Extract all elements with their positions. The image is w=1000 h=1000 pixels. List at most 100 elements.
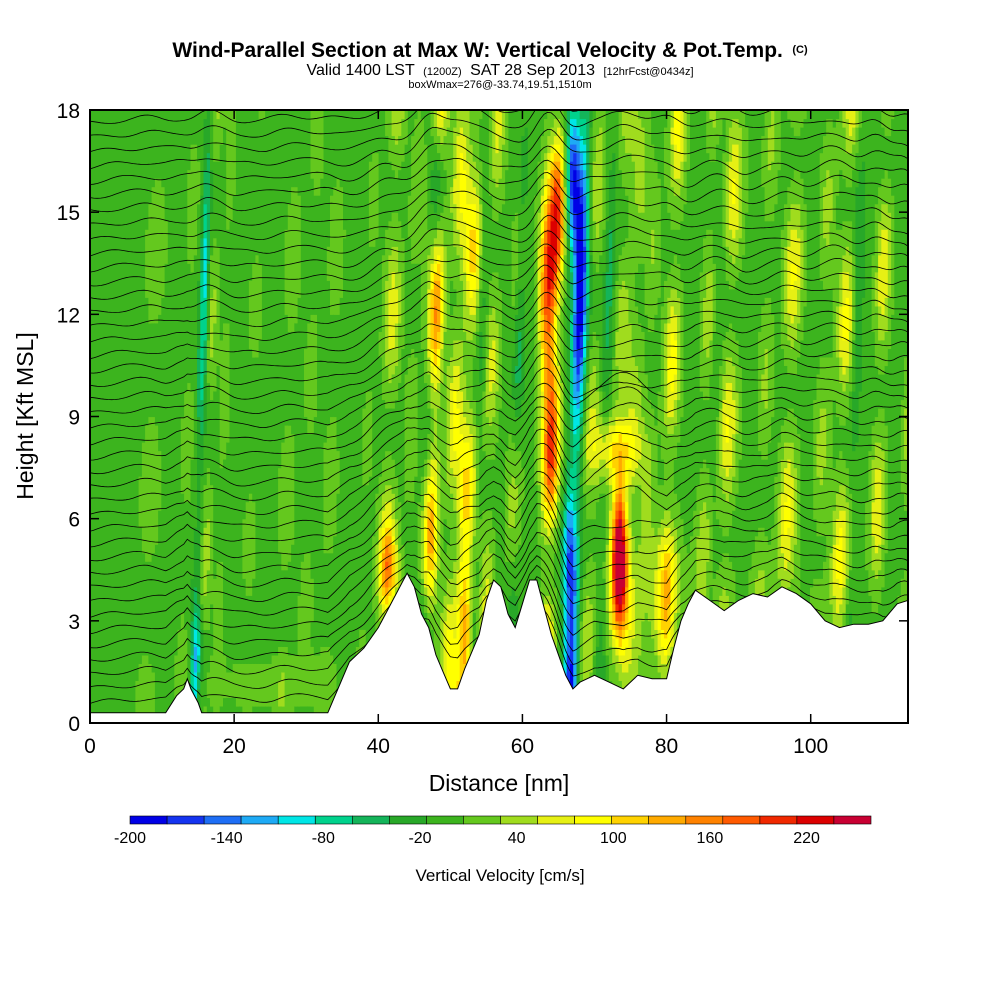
velocity-cell bbox=[547, 425, 552, 469]
velocity-cell bbox=[605, 433, 610, 469]
velocity-cell bbox=[845, 365, 850, 383]
velocity-cell bbox=[732, 203, 736, 239]
velocity-cell bbox=[696, 535, 701, 596]
velocity-cell bbox=[437, 152, 441, 171]
colorbar-tick-label: 220 bbox=[793, 830, 820, 847]
velocity-cell bbox=[446, 527, 451, 545]
velocity-cell bbox=[475, 229, 480, 256]
velocity-cell bbox=[281, 646, 286, 673]
velocity-cell bbox=[664, 654, 668, 664]
velocity-cell bbox=[602, 476, 607, 494]
velocity-cell bbox=[229, 697, 234, 723]
velocity-cell bbox=[881, 544, 886, 588]
velocity-cell bbox=[210, 254, 214, 298]
velocity-cell bbox=[544, 246, 548, 315]
velocity-cell bbox=[242, 663, 247, 716]
velocity-cell bbox=[145, 229, 149, 298]
velocity-cell bbox=[719, 527, 723, 562]
velocity-cell bbox=[586, 408, 590, 435]
velocity-cell bbox=[420, 110, 425, 120]
velocity-cell bbox=[631, 161, 636, 358]
velocity-cell bbox=[712, 501, 717, 511]
velocity-cell bbox=[852, 391, 856, 452]
velocity-cell bbox=[430, 110, 435, 137]
velocity-cell bbox=[784, 467, 788, 503]
y-axis-label: Height [Kft MSL] bbox=[12, 332, 38, 499]
velocity-cell bbox=[550, 510, 555, 520]
velocity-cell bbox=[861, 161, 866, 298]
velocity-cell bbox=[599, 433, 603, 460]
velocity-cell bbox=[287, 654, 292, 723]
velocity-cell bbox=[430, 569, 435, 588]
velocity-cell bbox=[430, 476, 435, 494]
velocity-cell bbox=[797, 203, 801, 239]
velocity-cell bbox=[388, 220, 393, 256]
velocity-cell bbox=[411, 110, 415, 137]
velocity-cell bbox=[881, 339, 886, 375]
velocity-cell bbox=[605, 399, 610, 418]
velocity-cell bbox=[615, 280, 620, 332]
velocity-cell bbox=[547, 178, 552, 196]
velocity-cell bbox=[158, 314, 162, 452]
velocity-cell bbox=[612, 535, 616, 554]
velocity-cell bbox=[826, 118, 830, 171]
velocity-cell bbox=[378, 552, 383, 588]
velocity-cell bbox=[505, 110, 509, 171]
velocity-cell bbox=[677, 152, 681, 179]
velocity-cell bbox=[417, 263, 422, 503]
velocity-cell bbox=[784, 322, 788, 366]
velocity-cell bbox=[725, 331, 730, 358]
velocity-cell bbox=[271, 110, 276, 656]
velocity-cell bbox=[625, 459, 629, 486]
velocity-cell bbox=[391, 544, 396, 588]
velocity-cell bbox=[787, 339, 792, 375]
velocity-cell bbox=[226, 229, 230, 324]
velocity-cell bbox=[343, 237, 347, 723]
velocity-cell bbox=[433, 229, 438, 239]
velocity-cell bbox=[638, 433, 642, 460]
velocity-cell bbox=[628, 467, 633, 486]
velocity-cell bbox=[735, 391, 740, 435]
velocity-cell bbox=[557, 144, 561, 154]
velocity-cell bbox=[803, 110, 808, 120]
colorbar-tick-label: 160 bbox=[697, 830, 724, 847]
velocity-cell bbox=[544, 186, 548, 205]
velocity-cell bbox=[865, 569, 869, 665]
velocity-cell bbox=[544, 484, 548, 503]
velocity-cell bbox=[427, 288, 432, 358]
theta-contour-line bbox=[90, 428, 908, 501]
velocity-cell bbox=[625, 288, 629, 418]
velocity-cell bbox=[703, 297, 707, 349]
velocity-cell bbox=[378, 510, 383, 528]
velocity-cell bbox=[141, 654, 146, 723]
velocity-cell bbox=[793, 229, 798, 264]
velocity-cell bbox=[252, 263, 256, 358]
theta-contour-line bbox=[90, 126, 908, 170]
velocity-cell bbox=[732, 237, 736, 264]
velocity-cell bbox=[278, 110, 282, 469]
velocity-cell bbox=[469, 271, 474, 298]
velocity-cell bbox=[719, 476, 723, 528]
velocity-cell bbox=[670, 127, 675, 145]
colorbar-swatch bbox=[314, 815, 353, 825]
velocity-cell bbox=[852, 127, 856, 145]
velocity-cell bbox=[855, 186, 860, 443]
velocity-cell bbox=[197, 654, 201, 673]
velocity-cell bbox=[722, 467, 727, 494]
velocity-cell bbox=[592, 442, 597, 452]
velocity-cell bbox=[728, 527, 733, 562]
velocity-cell bbox=[735, 339, 740, 392]
velocity-cell bbox=[333, 535, 337, 664]
velocity-cell bbox=[835, 612, 840, 630]
velocity-cell bbox=[326, 110, 331, 247]
velocity-cell bbox=[158, 110, 162, 179]
velocity-cell bbox=[472, 356, 477, 401]
velocity-cell bbox=[174, 110, 179, 656]
velocity-cell bbox=[787, 314, 792, 341]
velocity-cell bbox=[897, 110, 902, 596]
velocity-cell bbox=[488, 348, 493, 392]
velocity-cell bbox=[797, 169, 801, 205]
velocity-cell bbox=[706, 356, 710, 401]
velocity-cell bbox=[884, 425, 889, 554]
velocity-cell bbox=[835, 459, 840, 494]
